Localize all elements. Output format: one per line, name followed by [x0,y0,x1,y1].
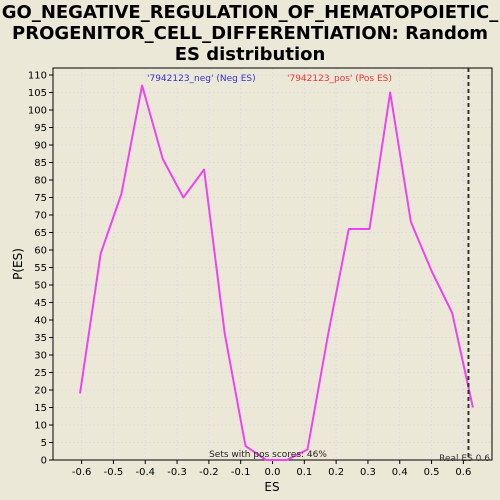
x-tick-label: 0.2 [328,467,344,478]
x-tick-label: 0.6 [455,467,471,478]
y-tick-label: 45 [34,298,47,309]
y-tick-label: 95 [34,123,47,134]
x-tick-label: 0.3 [360,467,376,478]
y-axis: 0 5 10 15 20 25 30 35 40 45 50 55 60 65 70 75 80 85 90 95 10… [28,71,53,467]
y-tick-label: 15 [34,403,47,414]
y-axis-label: P(ES) [11,248,25,280]
y-tick-label: 70 [34,211,47,222]
y-tick-label: 0 [41,456,47,467]
y-tick-label: 55 [34,263,47,274]
x-tick-label: -0.4 [135,467,155,478]
y-tick-label: 10 [34,421,47,432]
y-tick-label: 35 [34,333,47,344]
real-es-marker-group: Real ES 0.6 [439,68,490,464]
y-tick-label: 60 [34,246,47,257]
x-tick-label: 0.0 [265,467,281,478]
y-tick-label: 80 [34,176,47,187]
x-tick-label: -0.1 [231,467,251,478]
legend-entry-pos: '7942123_pos' (Pos ES) [287,74,392,84]
y-tick-label: 25 [34,368,47,379]
x-axis-label: ES [264,480,279,494]
x-tick-label: -0.5 [104,467,124,478]
y-tick-label: 85 [34,158,47,169]
y-tick-label: 40 [34,316,47,327]
real-es-label: Real ES 0.6 [439,454,490,464]
x-tick-label: 0.4 [392,467,408,478]
y-tick-label: 100 [28,106,47,117]
x-tick-label: -0.2 [199,467,219,478]
y-tick-label: 110 [28,71,47,82]
x-tick-label: 0.1 [296,467,312,478]
series-layer [79,84,474,461]
y-tick-label: 90 [34,141,47,152]
y-tick-label: 75 [34,193,47,204]
grid [53,68,492,461]
y-tick-label: 50 [34,281,47,292]
y-tick-label: 30 [34,351,47,362]
x-tick-label: -0.6 [72,467,92,478]
x-tick-label: 0.5 [424,467,440,478]
y-tick-label: 65 [34,228,47,239]
y-tick-label: 20 [34,386,47,397]
y-tick-label: 5 [41,438,47,449]
pos-scores-annotation: Sets with pos scores: 46% [209,450,327,460]
legend-entry-neg: '7942123_neg' (Neg ES) [147,74,256,84]
chart-title: GO_NEGATIVE_REGULATION_OF_HEMATOPOIETIC_… [1,2,499,65]
x-axis: -0.6 -0.5 -0.4 -0.3 -0.2 -0.1 0.0 0.1 0.2 0.3 0.4 0… [72,460,471,478]
y-tick-label: 105 [28,88,47,99]
series-line [79,84,474,461]
x-tick-label: -0.3 [167,467,187,478]
